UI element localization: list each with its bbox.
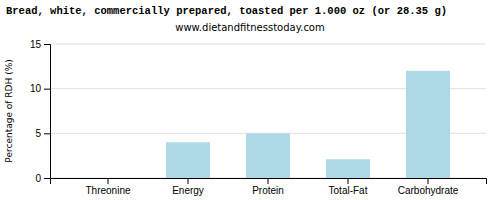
bars [166, 71, 450, 178]
grid-line [50, 44, 486, 45]
x-tick: Carbohydrate [398, 178, 459, 196]
x-tick-mark [188, 178, 189, 184]
chart: Bread, white, commercially prepared, toa… [0, 0, 500, 200]
y-tick: 10 [30, 83, 50, 94]
y-tick-label: 5 [35, 128, 41, 139]
y-tick-mark [44, 178, 50, 179]
x-tick-mark [348, 178, 349, 184]
x-tick: Energy [172, 178, 204, 196]
x-tick-label: Energy [172, 185, 204, 196]
y-tick: 0 [35, 173, 50, 184]
bar [406, 71, 450, 178]
y-axis: 0 5 10 15 [30, 39, 51, 184]
y-tick-mark [44, 133, 50, 134]
grid [50, 44, 486, 178]
x-axis-line [51, 179, 487, 185]
x-tick-label: Total-Fat [329, 185, 368, 196]
x-tick-mark [268, 178, 269, 184]
y-tick: 5 [35, 128, 50, 139]
x-tick-label: Carbohydrate [398, 185, 459, 196]
y-tick-label: 0 [35, 173, 41, 184]
y-tick-mark [44, 89, 50, 90]
bar [326, 159, 370, 178]
title: Bread, white, commercially prepared, toa… [6, 5, 447, 17]
x-axis: Threonine Energy Protein Total-Fat Carbohydr… [51, 178, 487, 196]
bar [166, 142, 210, 178]
subtitle: www.dietandfitnesstoday.com [175, 22, 324, 33]
x-tick-label: Protein [252, 185, 284, 196]
x-tick-mark [108, 178, 109, 184]
x-tick-mark [428, 178, 429, 184]
x-tick-label: Threonine [85, 185, 130, 196]
y-tick: 15 [30, 39, 50, 50]
y-tick-mark [44, 44, 50, 45]
plot: 0 5 10 15 Threonine Energy Protein Total-Fat Car… [30, 39, 487, 196]
y-tick-label: 15 [30, 39, 42, 50]
bar [86, 178, 130, 179]
x-tick: Threonine [85, 178, 130, 196]
y-tick-label: 10 [30, 83, 42, 94]
bar [246, 133, 290, 178]
x-tick: Total-Fat [329, 178, 368, 196]
y-axis-title: Percentage of RDH (%) [4, 59, 14, 162]
x-tick: Protein [252, 178, 284, 196]
y-axis-line [44, 45, 51, 179]
